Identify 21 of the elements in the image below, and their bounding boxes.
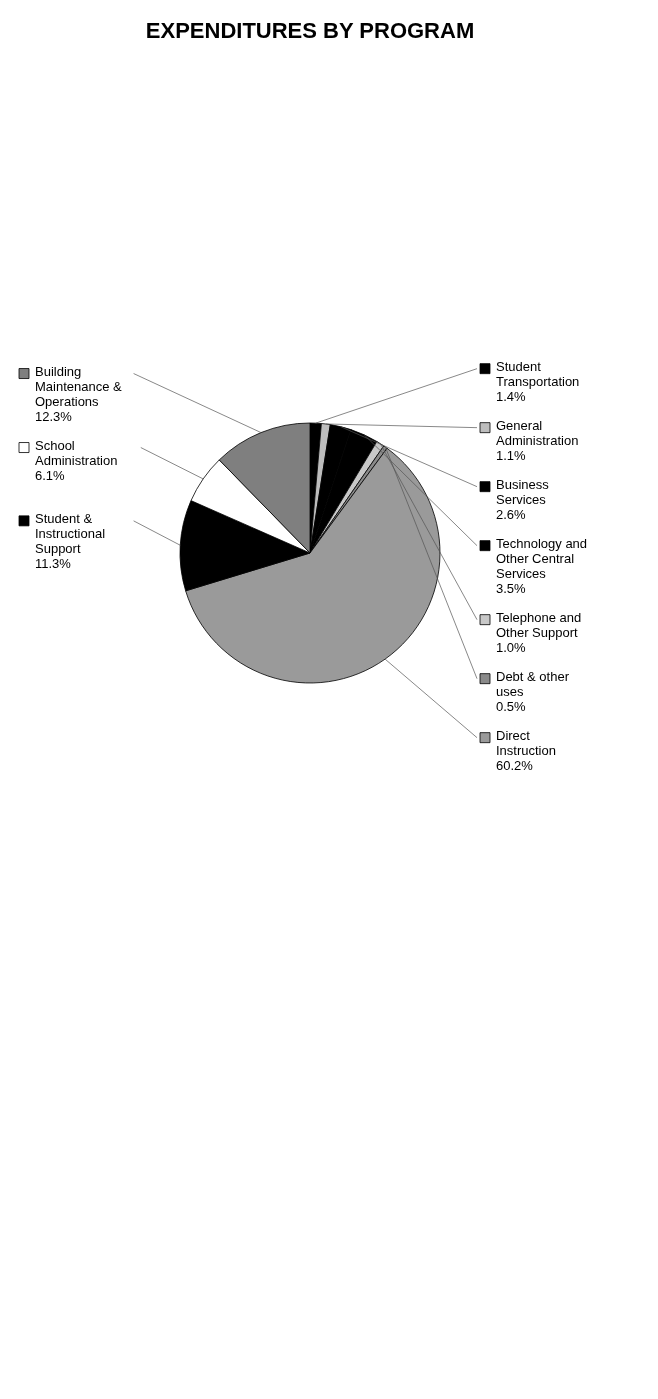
legend-label: School Administration	[35, 437, 118, 468]
data-label: 1.4%	[496, 388, 527, 404]
chart-title: EXPENDITURES BY PROGRAM	[145, 18, 475, 43]
legend-label: Telephone and Other Support	[496, 609, 582, 640]
legend-label: Direct Instruction	[496, 727, 556, 758]
data-label: 6.1%	[35, 467, 66, 483]
legend-label: General Administration	[496, 417, 579, 448]
data-label: 1.1%	[496, 447, 527, 463]
legend-label: Student Transportation	[496, 358, 580, 389]
data-label: 60.2%	[496, 757, 534, 773]
data-label: 11.3%	[35, 555, 72, 571]
legend-label: Student & Instructional Support	[35, 510, 106, 556]
legend-label: Technology and Other Central Services	[496, 535, 588, 581]
data-label: 2.6%	[496, 506, 527, 522]
legend-label: Business Services	[496, 476, 550, 507]
legend-label: Building Maintenance & Operations	[35, 363, 123, 409]
legend-label: Debt & other uses	[496, 668, 570, 699]
data-label: 3.5%	[496, 580, 527, 596]
data-label: 1.0%	[496, 639, 527, 655]
data-label: 0.5%	[496, 698, 527, 714]
data-label: 12.3%	[35, 408, 73, 424]
